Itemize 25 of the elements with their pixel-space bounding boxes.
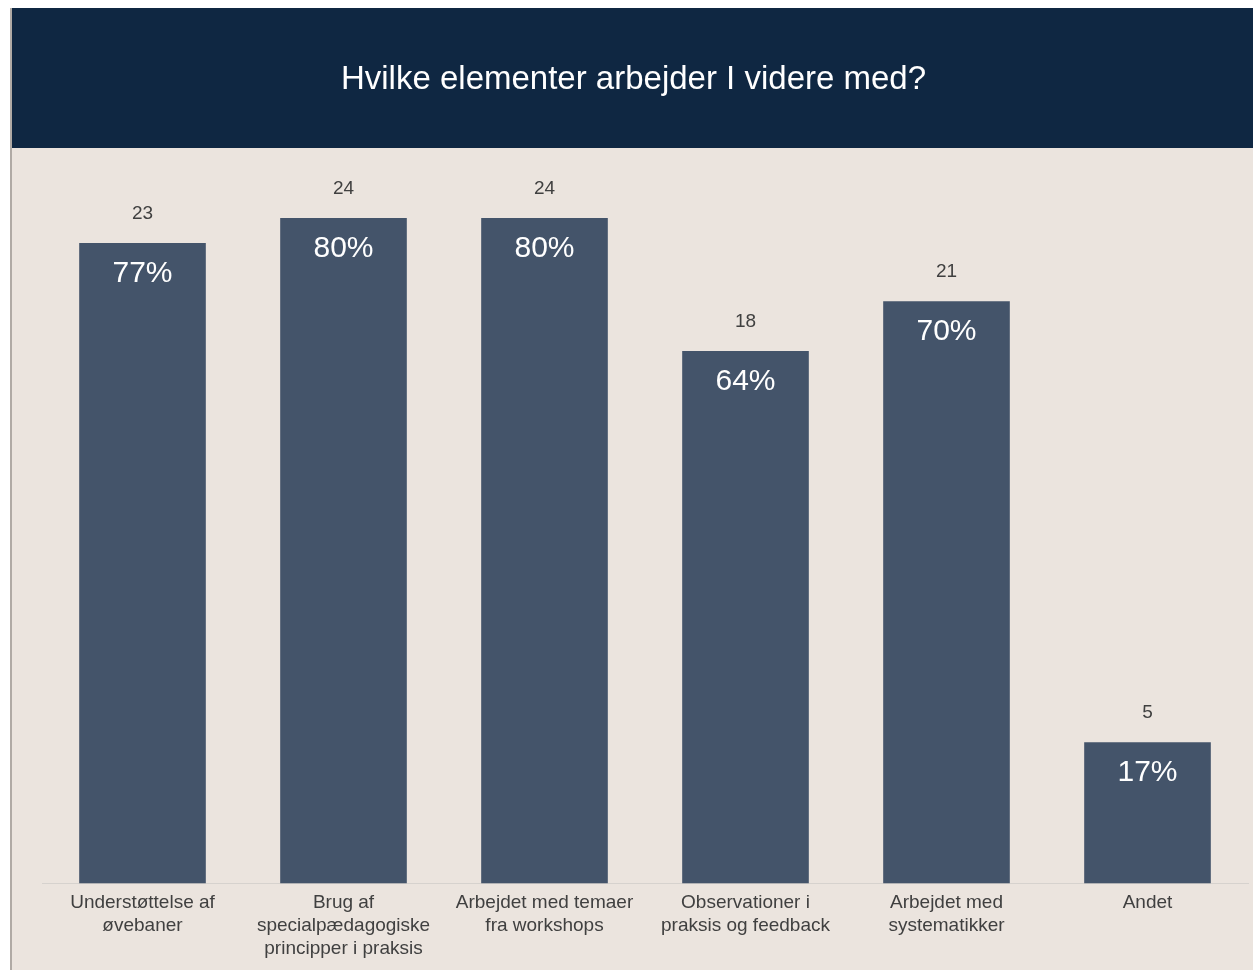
- annotation: 24: [533, 176, 556, 198]
- annotation: 23: [131, 201, 154, 223]
- data-label: 77%: [112, 255, 173, 289]
- bar: [79, 242, 206, 884]
- annotation: 21: [935, 259, 958, 281]
- x-tick-label: Andet: [1122, 891, 1174, 913]
- bar: [1084, 742, 1211, 884]
- x-tick-label: Understøttelse af øvebaner: [70, 891, 216, 936]
- data-label: 64%: [715, 363, 776, 397]
- annotation: 18: [734, 309, 757, 331]
- data-label: 70%: [916, 313, 977, 347]
- data-label: 17%: [1117, 754, 1178, 788]
- annotation: 24: [332, 176, 355, 198]
- x-tick-label: Brug af specialpædagogiske principper i praksis: [256, 891, 431, 958]
- x-tick-label: Arbejdet med systematikker: [888, 891, 1006, 936]
- chart-title: Hvilke elementer arbejder I videre med?: [12, 8, 1253, 148]
- bar: [280, 218, 407, 884]
- data-label: 80%: [313, 230, 374, 264]
- bar: [481, 218, 608, 884]
- x-tick-label: Observationer i praksis og feedback: [661, 891, 831, 936]
- x-tick-label: Arbejdet med temaer fra workshops: [455, 891, 634, 936]
- annotation: 5: [1142, 700, 1153, 722]
- bar: [682, 351, 809, 884]
- bar: [883, 301, 1010, 884]
- data-label: 80%: [514, 230, 575, 264]
